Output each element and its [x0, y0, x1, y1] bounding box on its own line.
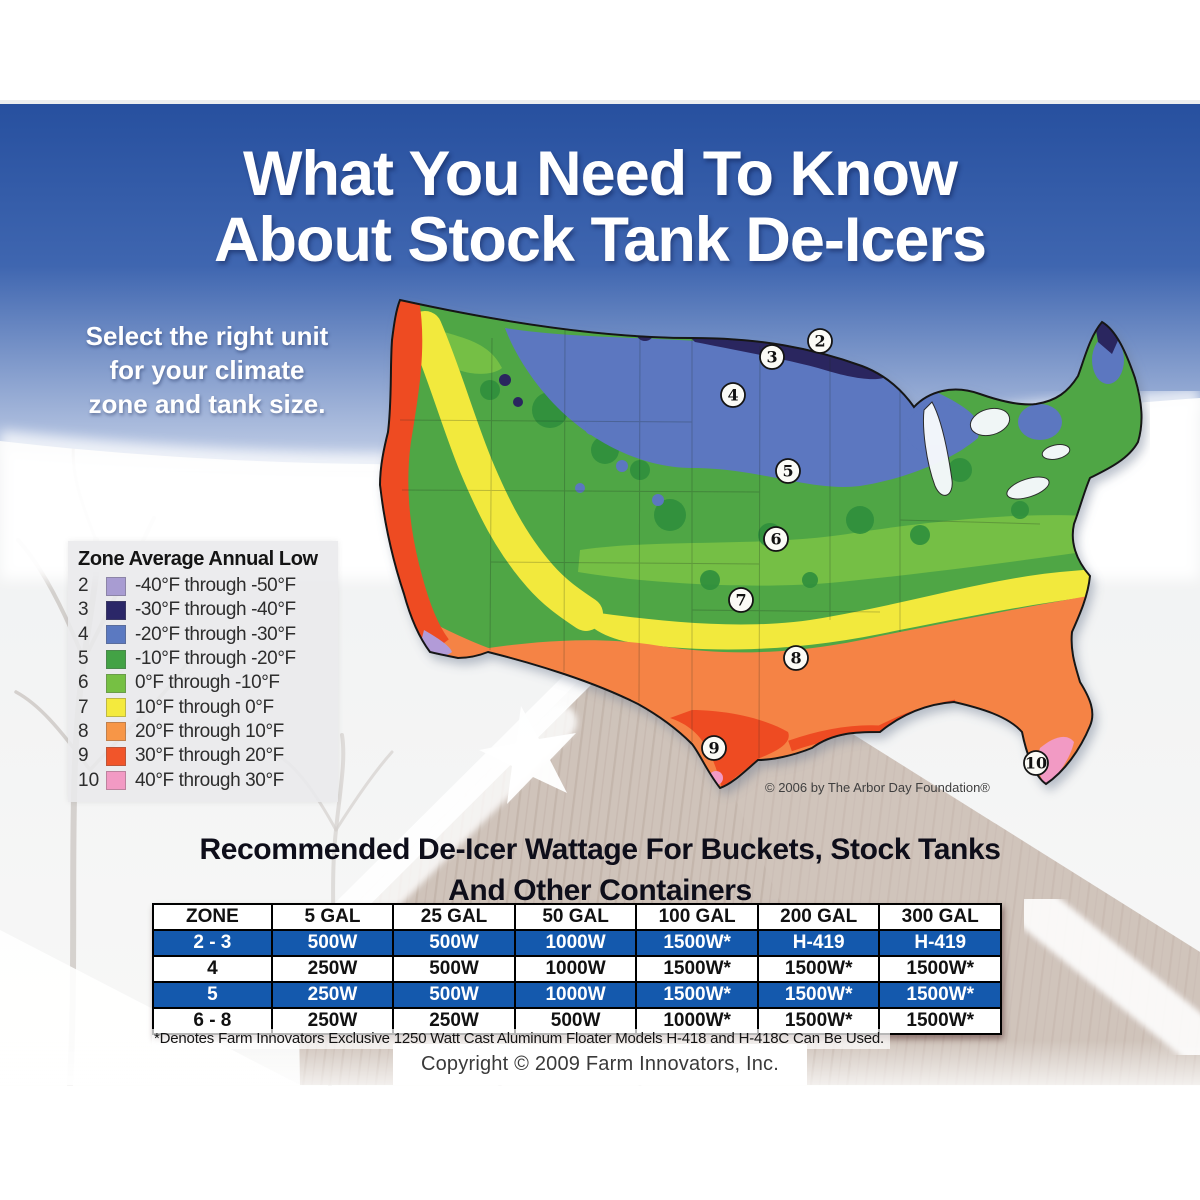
col-300gal: 300 GAL	[878, 903, 1002, 931]
zone-7-swatch	[106, 698, 126, 718]
legend-item-zone-9: 9 30°F through 20°F	[78, 745, 284, 767]
legend-item-zone-4: 4 -20°F through -30°F	[78, 623, 296, 645]
svg-text:6: 6	[770, 530, 781, 549]
zone-3-swatch	[106, 600, 126, 620]
bottom-margin	[0, 1086, 1200, 1200]
col-50gal: 50 GAL	[513, 903, 638, 931]
svg-text:5: 5	[782, 462, 793, 481]
legend-item-zone-3: 3 -30°F through -40°F	[78, 599, 296, 621]
col-25gal: 25 GAL	[392, 903, 516, 931]
legend-title: Zone Average Annual Low	[78, 548, 318, 570]
zone-marker-7: 7	[728, 587, 754, 613]
zone-marker-8: 8	[783, 645, 809, 671]
zone-2-swatch	[106, 576, 126, 596]
svg-text:2: 2	[814, 332, 825, 351]
svg-text:8: 8	[790, 649, 801, 668]
zone-marker-4: 4	[720, 382, 746, 408]
zone-marker-3: 3	[759, 344, 785, 370]
col-zone: ZONE	[152, 903, 273, 931]
svg-text:3: 3	[766, 348, 777, 367]
svg-text:10: 10	[1025, 754, 1047, 773]
subtitle-line1: Select the right unit	[85, 321, 329, 351]
legend-item-zone-5: 5 -10°F through -20°F	[78, 648, 296, 670]
table-row-zone-5: 5 250W 500W 1000W 1500W* 1500W* 1500W*	[152, 981, 1002, 1009]
wattage-table-container: ZONE 5 GAL 25 GAL 50 GAL 100 GAL 200 GAL…	[152, 903, 1002, 1035]
zone-4-swatch	[106, 625, 126, 645]
zone-marker-6: 6	[763, 526, 789, 552]
wattage-heading-line1: Recommended De-Icer Wattage For Buckets,…	[199, 833, 1001, 866]
zone-8-swatch	[106, 722, 126, 742]
wattage-table: ZONE 5 GAL 25 GAL 50 GAL 100 GAL 200 GAL…	[152, 903, 1002, 1035]
table-row-zone-2-3: 2 - 3 500W 500W 1000W 1500W* H-419 H-419	[152, 929, 1002, 957]
zone-marker-9: 9	[701, 735, 727, 761]
page-title: What You Need To Know About Stock Tank D…	[0, 139, 1200, 275]
copyright-text: Copyright © 2009 Farm Innovators, Inc.	[392, 1044, 808, 1085]
zone-9-swatch	[106, 746, 126, 766]
zone-marker-2: 2	[807, 328, 833, 354]
zone-marker-10: 10	[1023, 750, 1049, 776]
map-body	[378, 298, 1143, 790]
svg-text:7: 7	[735, 591, 746, 610]
zone-6-swatch	[106, 673, 126, 693]
map-credit: © 2006 by The Arbor Day Foundation®	[765, 780, 990, 795]
legend-item-zone-2: 2 -40°F through -50°F	[78, 575, 296, 597]
climate-zone-map: 2 3 4 5 6 7 8 9 10 © 2006 by The Arbor D…	[378, 298, 1143, 795]
copyright-bar: Copyright © 2009 Farm Innovators, Inc.	[0, 1044, 1200, 1085]
zone-marker-5: 5	[775, 458, 801, 484]
svg-text:9: 9	[708, 739, 719, 758]
table-row-zone-4: 4 250W 500W 1000W 1500W* 1500W* 1500W*	[152, 955, 1002, 983]
zone-legend: Zone Average Annual Low 2 -40°F through …	[68, 541, 338, 802]
subtitle-line2: for your climate	[109, 354, 305, 385]
zone-10-swatch	[106, 771, 126, 791]
legend-item-zone-6: 6 0°F through -10°F	[78, 672, 280, 694]
legend-item-zone-10: 10 40°F through 30°F	[78, 769, 284, 791]
wattage-heading: Recommended De-Icer Wattage For Buckets,…	[0, 830, 1200, 911]
col-200gal: 200 GAL	[756, 903, 881, 931]
page-title-line2: About Stock Tank De-Icers	[213, 204, 987, 275]
wattage-table-header-row: ZONE 5 GAL 25 GAL 50 GAL 100 GAL 200 GAL…	[152, 903, 1002, 931]
subtitle-line3: zone and tank size.	[88, 388, 326, 419]
zone-5-swatch	[106, 649, 126, 669]
page-title-line1: What You Need To Know	[243, 139, 958, 209]
wattage-heading-line2: And Other Containers	[448, 873, 752, 907]
col-5gal: 5 GAL	[270, 903, 395, 931]
col-100gal: 100 GAL	[635, 903, 759, 931]
svg-text:4: 4	[727, 386, 738, 405]
subtitle: Select the right unit for your climate z…	[62, 320, 352, 421]
legend-item-zone-8: 8 20°F through 10°F	[78, 720, 284, 742]
barn-star	[479, 706, 576, 804]
legend-item-zone-7: 7 10°F through 0°F	[78, 696, 274, 718]
